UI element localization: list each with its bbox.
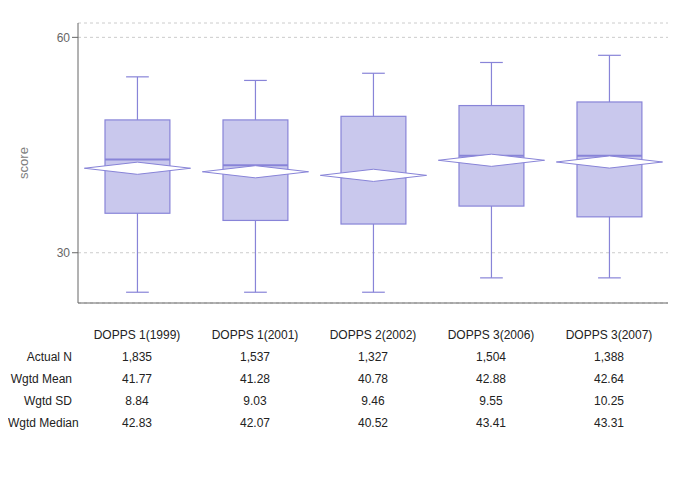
html-text:DOPPS 2(2002): DOPPS 2(2002): [329, 328, 417, 342]
html-text:Actual N: Actual N: [26, 350, 72, 364]
html-text:42.83: 42.83: [122, 416, 152, 430]
html-text:DOPPS 3(2007): DOPPS 3(2007): [565, 328, 653, 342]
html-text:40.52: 40.52: [358, 416, 388, 430]
html-text:43.31: 43.31: [594, 416, 624, 430]
html-text:9.03: 9.03: [243, 394, 267, 408]
html-text:1,504: 1,504: [476, 350, 506, 364]
svg-text:60: 60: [57, 31, 71, 45]
html-text:Wgtd SD: Wgtd SD: [24, 394, 72, 408]
html-text:40.78: 40.78: [358, 372, 388, 386]
html-text:1,327: 1,327: [358, 350, 388, 364]
html-text:9.55: 9.55: [479, 394, 503, 408]
html-text:Wgtd Median: Wgtd Median: [8, 416, 79, 430]
html-text:8.84: 8.84: [125, 394, 149, 408]
svg-text:score: score: [16, 147, 31, 179]
html-text:1,388: 1,388: [594, 350, 624, 364]
html-text:1,537: 1,537: [240, 350, 270, 364]
html-text:1,835: 1,835: [122, 350, 152, 364]
html-text:DOPPS 1(2001): DOPPS 1(2001): [211, 328, 299, 342]
html-text:10.25: 10.25: [594, 394, 624, 408]
html-text:9.46: 9.46: [361, 394, 385, 408]
html-text:42.07: 42.07: [240, 416, 270, 430]
html-text:Wgtd Mean: Wgtd Mean: [10, 372, 72, 386]
html-text:43.41: 43.41: [476, 416, 506, 430]
html-text:42.64: 42.64: [594, 372, 624, 386]
svg-text:30: 30: [57, 246, 71, 260]
html-text:41.77: 41.77: [122, 372, 152, 386]
html-text:DOPPS 1(1999): DOPPS 1(1999): [93, 328, 181, 342]
html-text:41.28: 41.28: [240, 372, 270, 386]
html-text:42.88: 42.88: [476, 372, 506, 386]
html-text:DOPPS 3(2006): DOPPS 3(2006): [447, 328, 535, 342]
